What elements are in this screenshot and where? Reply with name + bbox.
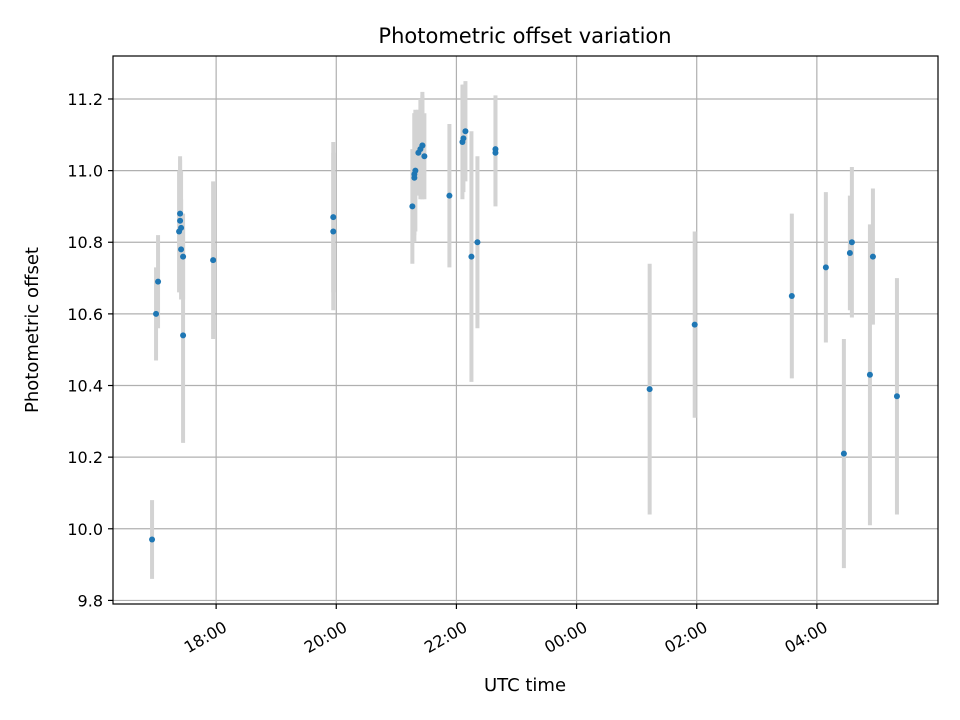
data-point xyxy=(866,371,873,378)
data-point xyxy=(840,450,847,457)
data-point xyxy=(492,146,499,153)
y-tick-label: 10.4 xyxy=(67,377,103,396)
data-point xyxy=(460,135,467,142)
data-point xyxy=(178,246,185,253)
y-tick-label: 10.2 xyxy=(67,448,103,467)
data-point xyxy=(846,249,853,256)
data-point xyxy=(419,142,426,149)
data-points xyxy=(149,128,900,543)
grid xyxy=(113,56,938,604)
plot-frame xyxy=(112,55,939,605)
data-point xyxy=(446,192,453,199)
data-point xyxy=(848,239,855,246)
data-point xyxy=(330,214,337,221)
data-point xyxy=(893,393,900,400)
data-point xyxy=(462,128,469,135)
data-point xyxy=(177,210,184,217)
data-point xyxy=(177,217,184,224)
data-point xyxy=(869,253,876,260)
data-point xyxy=(153,310,160,317)
data-point xyxy=(421,153,428,160)
data-point xyxy=(210,257,217,264)
y-tick-label: 11.0 xyxy=(67,162,103,181)
y-tick-label: 10.6 xyxy=(67,305,103,324)
y-axis-label: Photometric offset xyxy=(22,247,43,413)
data-point xyxy=(149,536,156,543)
data-point xyxy=(788,292,795,299)
y-tick-label: 9.8 xyxy=(78,591,103,610)
data-point xyxy=(409,203,416,210)
data-point xyxy=(691,321,698,328)
y-tick-label: 10.8 xyxy=(67,233,103,252)
data-point xyxy=(822,264,829,271)
data-point xyxy=(468,253,475,260)
data-point xyxy=(180,253,187,260)
y-tick-label: 11.2 xyxy=(67,90,103,109)
data-point xyxy=(178,224,185,231)
data-point xyxy=(474,239,481,246)
data-point xyxy=(646,386,653,393)
y-tick-label: 10.0 xyxy=(67,520,103,539)
data-point xyxy=(180,332,187,339)
data-point xyxy=(155,278,162,285)
chart-title: Photometric offset variation xyxy=(378,24,671,48)
data-point xyxy=(412,167,419,174)
data-point xyxy=(330,228,337,235)
x-axis-label: UTC time xyxy=(484,675,566,696)
